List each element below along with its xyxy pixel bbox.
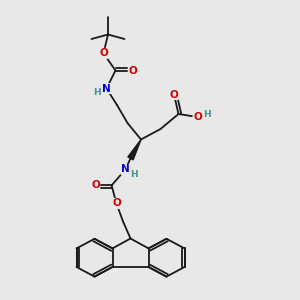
Text: N: N — [121, 164, 130, 175]
Text: H: H — [93, 88, 101, 97]
Text: H: H — [203, 110, 211, 118]
Text: O: O — [99, 48, 108, 59]
Text: O: O — [91, 180, 100, 190]
Text: O: O — [112, 198, 121, 208]
Text: N: N — [102, 83, 111, 94]
Text: O: O — [128, 65, 137, 76]
Polygon shape — [128, 140, 141, 160]
Text: O: O — [169, 89, 178, 100]
Text: H: H — [130, 169, 138, 178]
Text: O: O — [193, 112, 202, 122]
